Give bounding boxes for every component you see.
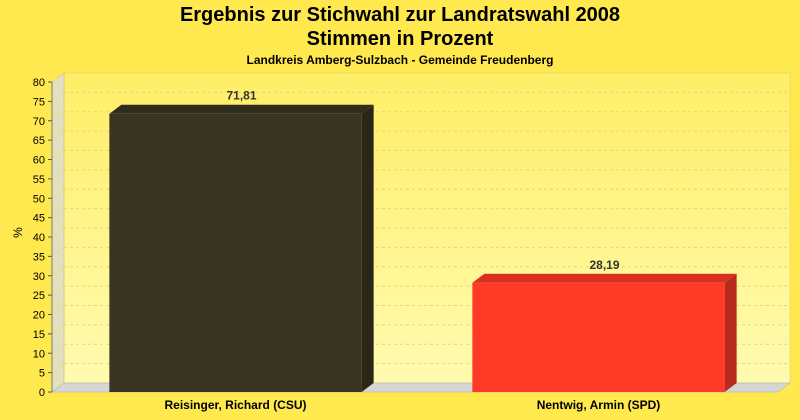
bar — [472, 282, 725, 392]
y-tick-label: 20 — [33, 310, 45, 322]
bar — [109, 113, 362, 392]
bar-data-label: 28,19 — [589, 258, 619, 272]
y-tick-label: 30 — [33, 271, 45, 283]
grid-line-side — [51, 72, 65, 83]
grid-line-side — [51, 246, 65, 257]
bar-side — [724, 273, 737, 392]
y-tick-label: 80 — [33, 77, 45, 89]
y-tick-label: 15 — [33, 329, 45, 341]
y-tick-label: 45 — [33, 213, 45, 225]
y-tick-label: 75 — [33, 96, 45, 108]
grid-line-side — [51, 324, 65, 335]
y-tick-label: 65 — [33, 135, 45, 147]
bar-data-label: 71,81 — [226, 89, 256, 103]
grid-line-side — [51, 188, 65, 199]
x-category-label: Nentwig, Armin (SPD) — [537, 398, 661, 412]
grid-line-side — [51, 91, 65, 102]
chart-title: Ergebnis zur Stichwahl zur Landratswahl … — [179, 4, 621, 26]
y-tick-label: 25 — [33, 290, 45, 302]
grid-line-side — [51, 285, 65, 296]
y-tick-label: 60 — [33, 155, 45, 167]
bar-top — [109, 104, 374, 114]
grid-line-side — [51, 208, 65, 219]
grid-line-side — [51, 169, 65, 180]
chart-subtitle: Landkreis Amberg-Sulzbach - Gemeinde Fre… — [246, 53, 554, 67]
y-axis-label: % — [11, 227, 25, 238]
y-tick-label: 35 — [33, 251, 45, 263]
y-tick-label: 50 — [33, 193, 45, 205]
grid-line-side — [51, 363, 65, 374]
y-tick-label: 55 — [33, 174, 45, 186]
plot-side-wall — [51, 72, 65, 393]
y-tick-label: 10 — [33, 348, 45, 360]
grid-line-side — [51, 305, 65, 315]
grid-line-side — [51, 266, 65, 277]
grid-line-side — [51, 111, 65, 122]
y-tick-label: 0 — [39, 387, 45, 399]
grid-line-side — [51, 130, 65, 141]
y-tick-label: 70 — [33, 116, 45, 128]
x-category-label: Reisinger, Richard (CSU) — [164, 398, 306, 412]
grid-line-side — [51, 343, 65, 354]
y-tick-label: 5 — [39, 368, 45, 380]
bar-side — [361, 104, 374, 392]
chart-title-line2: Stimmen in Prozent — [306, 28, 494, 50]
grid-line-side — [51, 227, 65, 238]
grid-line-side — [51, 150, 65, 160]
bar-top — [472, 273, 737, 283]
y-tick-label: 40 — [33, 232, 45, 244]
